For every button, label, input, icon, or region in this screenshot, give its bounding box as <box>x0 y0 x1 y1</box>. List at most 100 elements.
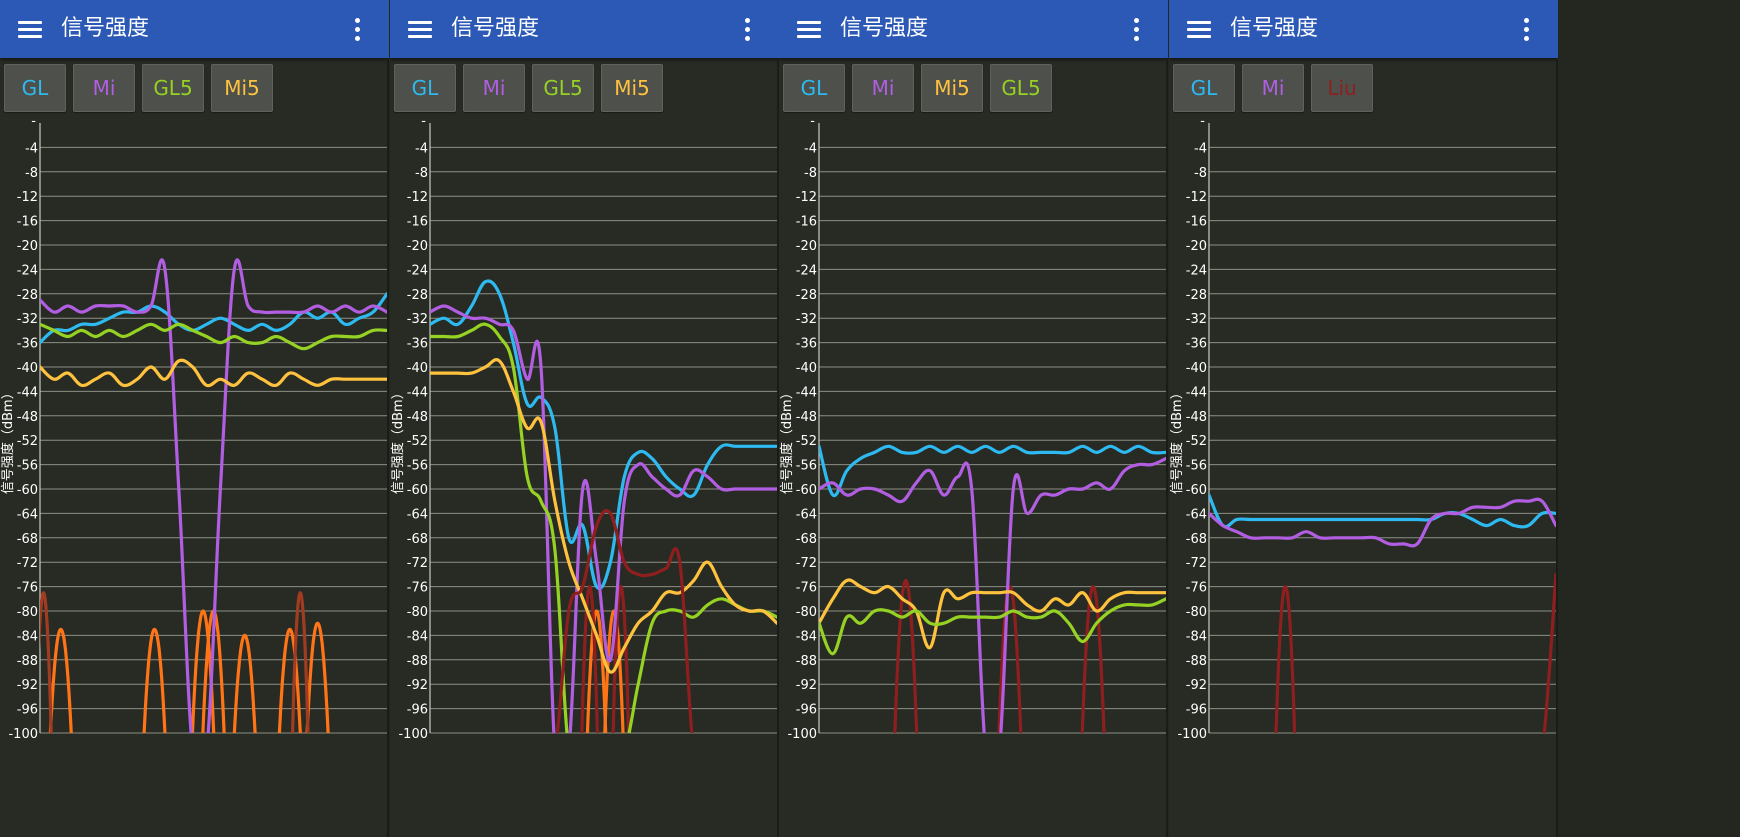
panel-4: 信号强度 GL Mi Liu -4 -8 -12 -16 -20 -24 -28 -32 -36 -40-… <box>1169 0 1558 837</box>
y-tick-label: -96 <box>17 703 38 718</box>
y-tick-label: -12 <box>1186 190 1207 205</box>
filter-button-gl5[interactable]: GL5 <box>532 64 594 112</box>
menu-icon[interactable] <box>18 21 42 39</box>
filter-button-gl5[interactable]: GL5 <box>142 64 204 112</box>
y-tick-label: -8 <box>25 166 38 181</box>
app-bar: 信号强度 <box>1169 0 1558 58</box>
filter-button-mi[interactable]: Mi <box>463 64 525 112</box>
y-tick-label: -80 <box>407 605 428 620</box>
y-tick-label: -68 <box>17 532 38 547</box>
y-tick-top: - <box>31 120 36 129</box>
signal-peak <box>40 591 53 733</box>
y-tick-label: -8 <box>804 166 817 181</box>
series-line-liu <box>555 509 694 733</box>
signal-peak <box>142 627 167 733</box>
y-tick-label: -56 <box>1186 459 1207 474</box>
y-tick-label: -60 <box>17 483 38 498</box>
y-tick-label: -24 <box>1186 263 1207 278</box>
y-tick-label: -4 <box>415 141 428 156</box>
y-tick-label: -100 <box>787 727 817 742</box>
filter-button-mi[interactable]: Mi <box>1242 64 1304 112</box>
y-tick-label: -4 <box>25 141 38 156</box>
series-line-mi <box>40 258 387 733</box>
y-tick-label: -16 <box>796 215 817 230</box>
y-tick-label: -28 <box>407 288 428 303</box>
y-tick-label: -28 <box>1186 288 1207 303</box>
y-tick-label: -52 <box>407 434 428 449</box>
filter-button-mi5[interactable]: Mi5 <box>601 64 663 112</box>
y-tick-label: -56 <box>17 459 38 474</box>
y-tick-label: -72 <box>407 556 428 571</box>
y-axis-label: 信号强度（dBm） <box>390 386 406 494</box>
y-tick-label: -8 <box>1194 166 1207 181</box>
y-tick-label: -84 <box>407 629 428 644</box>
y-tick-label: -24 <box>796 263 817 278</box>
filter-button-liu[interactable]: Liu <box>1311 64 1373 112</box>
y-tick-label: -64 <box>17 507 38 522</box>
menu-icon[interactable] <box>797 21 821 39</box>
y-tick-label: -4 <box>1194 141 1207 156</box>
y-tick-label: -40 <box>407 361 428 376</box>
app-bar: 信号强度 <box>779 0 1168 58</box>
filter-button-mi5[interactable]: Mi5 <box>921 64 983 112</box>
y-tick-label: -40 <box>1186 361 1207 376</box>
y-tick-label: -44 <box>407 385 428 400</box>
y-tick-label: -36 <box>407 337 428 352</box>
more-options-icon[interactable] <box>355 18 361 44</box>
y-tick-label: -44 <box>17 385 38 400</box>
y-axis-label: 信号强度（dBm） <box>1169 386 1185 494</box>
signal-chart: -4 -8 -12 -16 -20 -24 -28 -32 -36 -40 -44 -48 -52 -56… <box>0 120 387 742</box>
filter-bar: GL Mi Liu <box>1169 64 1558 112</box>
filter-button-gl[interactable]: GL <box>394 64 456 112</box>
y-tick-label: -84 <box>1186 629 1207 644</box>
menu-icon[interactable] <box>408 21 432 39</box>
signal-chart: -4 -8 -12 -16 -20 -24 -28 -32 -36 -40 -44 -48 -52 -56… <box>390 120 777 742</box>
app-title: 信号强度 <box>451 16 540 41</box>
app-title: 信号强度 <box>1230 16 1319 41</box>
filter-button-mi[interactable]: Mi <box>73 64 135 112</box>
y-tick-top: - <box>421 120 426 129</box>
filter-button-gl[interactable]: GL <box>1173 64 1235 112</box>
y-tick-label: -64 <box>796 507 817 522</box>
y-tick-label: -20 <box>407 239 428 254</box>
series-line-gl5 <box>40 322 387 351</box>
y-tick-label: -52 <box>796 434 817 449</box>
y-tick-label: -44 <box>796 385 817 400</box>
signal-chart: -4 -8 -12 -16 -20 -24 -28 -32 -36 -40 -44 -48 -52 -56… <box>779 120 1166 742</box>
filter-button-gl[interactable]: GL <box>783 64 845 112</box>
filter-bar: GL Mi GL5 Mi5 <box>390 64 779 112</box>
filter-button-gl5[interactable]: GL5 <box>990 64 1052 112</box>
signal-peak <box>48 627 73 733</box>
y-tick-label: -72 <box>17 556 38 571</box>
more-options-icon[interactable] <box>1524 18 1530 44</box>
y-tick-label: -80 <box>1186 605 1207 620</box>
y-tick-label: -88 <box>1186 654 1207 669</box>
y-tick-label: -68 <box>796 532 817 547</box>
more-options-icon[interactable] <box>745 18 751 44</box>
y-tick-label: -52 <box>1186 434 1207 449</box>
app-title: 信号强度 <box>840 16 929 41</box>
y-tick-top: - <box>810 120 815 129</box>
y-tick-label: -64 <box>1186 507 1207 522</box>
y-tick-label: -84 <box>796 629 817 644</box>
y-tick-label: -32 <box>1186 312 1207 327</box>
y-tick-label: -60 <box>407 483 428 498</box>
y-tick-label: -12 <box>796 190 817 205</box>
filter-button-gl[interactable]: GL <box>4 64 66 112</box>
y-tick-label: -100 <box>398 727 428 742</box>
panel-1: 信号强度 GL Mi GL5 Mi5 -4 -8 -12 -16 -20 -24 -28 -32 -36-… <box>0 0 389 837</box>
y-tick-label: -40 <box>17 361 38 376</box>
menu-icon[interactable] <box>1187 21 1211 39</box>
y-tick-label: -92 <box>1186 678 1207 693</box>
y-tick-label: -20 <box>796 239 817 254</box>
series-line-gl <box>819 444 1166 498</box>
panel-2: 信号强度 GL Mi GL5 Mi5 -4 -8 -12 -16 -20 -24 -28 -32 -36-… <box>390 0 779 837</box>
y-tick-label: -48 <box>407 410 428 425</box>
y-axis-label: 信号强度（dBm） <box>779 386 795 494</box>
filter-button-mi5[interactable]: Mi5 <box>211 64 273 112</box>
app-title: 信号强度 <box>61 16 150 41</box>
more-options-icon[interactable] <box>1134 18 1140 44</box>
filter-button-mi[interactable]: Mi <box>852 64 914 112</box>
y-tick-label: -52 <box>17 434 38 449</box>
y-tick-label: -40 <box>796 361 817 376</box>
